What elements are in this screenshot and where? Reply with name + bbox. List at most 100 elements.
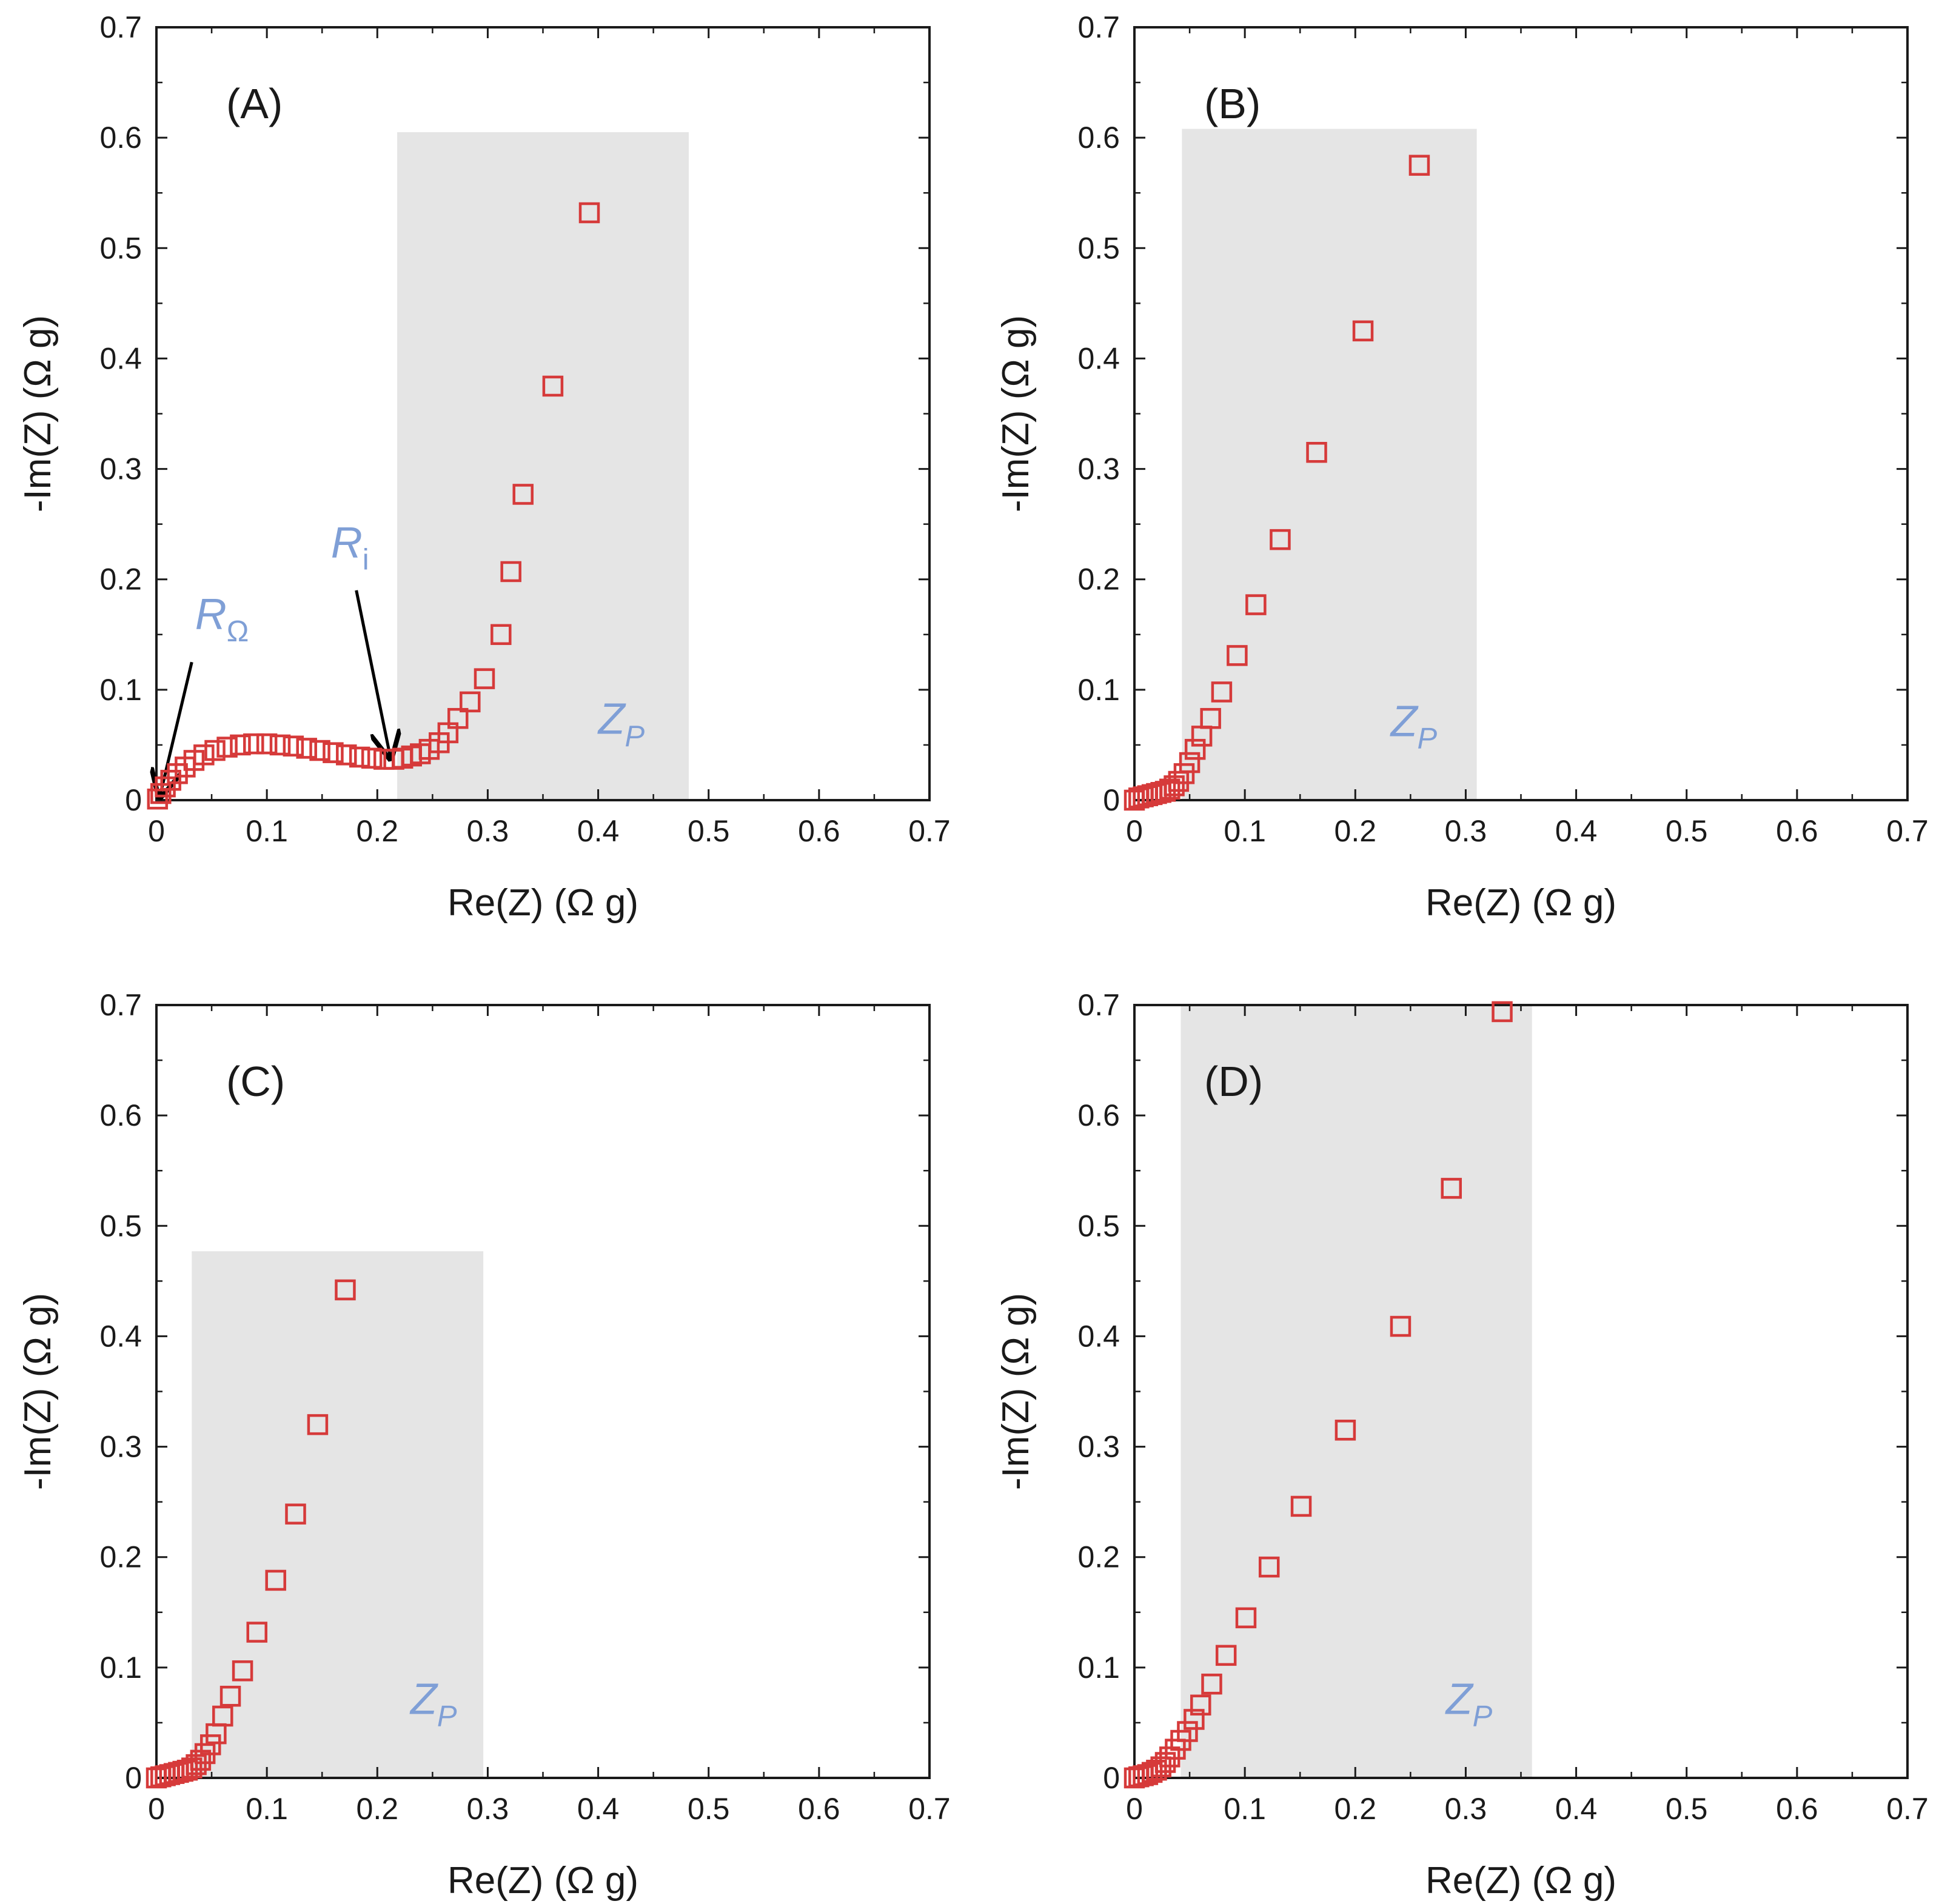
- data-point: [1335, 1420, 1356, 1441]
- data-point: [309, 740, 330, 761]
- x-tick-label: 0.3: [1445, 814, 1487, 848]
- y-axis-label: -Im(Z) (Ω g): [995, 1293, 1037, 1490]
- x-tick-label: 0: [148, 1792, 165, 1826]
- shaded-region: [1182, 129, 1477, 801]
- data-point: [1441, 1178, 1462, 1199]
- data-point: [1227, 645, 1248, 666]
- data-point: [1200, 707, 1221, 729]
- data-point: [1258, 1556, 1280, 1578]
- x-tick-label: 0.4: [577, 1792, 620, 1826]
- y-axis-label: -Im(Z) (Ω g): [17, 1293, 59, 1490]
- y-tick-label: 0.4: [99, 341, 142, 375]
- x-tick-label: 0.1: [1224, 814, 1266, 848]
- y-tick-label: 0: [1103, 1761, 1120, 1795]
- y-tick-label: 0.4: [1077, 341, 1120, 375]
- x-tick-label: 0.5: [1666, 814, 1708, 848]
- chart-panel: 00 0.1 0.1 0.2 0.2 0.3 0.3 0.4 0.4 0.5 0.5 0.6 0.6 0.…: [995, 10, 1929, 924]
- data-point: [512, 484, 534, 505]
- data-point: [232, 1660, 253, 1682]
- zp-label-main: Z: [1445, 1675, 1474, 1723]
- y-tick-label: 0.1: [1077, 1651, 1120, 1685]
- x-tick-label: 0.6: [1776, 1792, 1818, 1826]
- data-point: [1184, 1709, 1205, 1730]
- zp-label-sub: P: [437, 1700, 457, 1733]
- annotation-arrow: [355, 590, 390, 758]
- x-tick-label: 0.2: [357, 1792, 399, 1826]
- x-tick-label: 0.7: [908, 1792, 951, 1826]
- zp-label-sub: P: [625, 720, 645, 753]
- x-tick-label: 0: [1126, 814, 1143, 848]
- resistance-label-sub: Ω: [227, 615, 249, 648]
- data-point: [307, 1414, 329, 1435]
- data-point: [500, 561, 521, 583]
- data-point: [1352, 320, 1374, 342]
- y-tick-label: 0.6: [99, 1098, 142, 1132]
- data-point: [1390, 1315, 1412, 1337]
- zp-label: ZP: [409, 1675, 457, 1732]
- x-axis-label: Re(Z) (Ω g): [447, 1860, 638, 1902]
- data-point: [155, 776, 176, 798]
- data-point: [323, 742, 344, 763]
- panel-label: (B): [1204, 80, 1261, 127]
- data-point: [1290, 1495, 1312, 1517]
- data-point: [269, 734, 291, 756]
- data-point: [578, 202, 600, 224]
- data-point: [1177, 1721, 1198, 1742]
- x-tick-label: 0.4: [1555, 1792, 1598, 1826]
- data-point: [265, 1569, 286, 1591]
- x-tick-label: 0.2: [357, 814, 399, 848]
- x-tick-label: 0.6: [1776, 814, 1818, 848]
- x-tick-label: 0.3: [467, 814, 509, 848]
- data-point: [283, 735, 304, 757]
- chart-panel: 00 0.1 0.1 0.2 0.2 0.3 0.3 0.4 0.4 0.5 0.5 0.6 0.6 0.…: [17, 10, 951, 924]
- data-point: [491, 624, 512, 646]
- data-point: [1201, 1673, 1222, 1695]
- x-tick-label: 0.1: [246, 1792, 288, 1826]
- x-tick-label: 0.1: [1224, 1792, 1266, 1826]
- data-point: [542, 375, 564, 397]
- chart-panel: 00 0.1 0.1 0.2 0.2 0.3 0.3 0.4 0.4 0.5 0.5 0.6 0.6 0.…: [17, 988, 951, 1902]
- y-tick-label: 0.3: [99, 1430, 142, 1464]
- x-tick-label: 0.1: [246, 814, 288, 848]
- resistance-label-sub: i: [363, 543, 369, 576]
- y-tick-label: 0.5: [1077, 231, 1120, 265]
- data-point: [1408, 155, 1430, 176]
- panel-label: (A): [226, 80, 283, 127]
- data-point: [1179, 752, 1201, 773]
- x-tick-label: 0.5: [688, 1792, 730, 1826]
- y-tick-label: 0.6: [99, 121, 142, 155]
- data-point: [1270, 529, 1291, 550]
- y-tick-label: 0.2: [1077, 1540, 1120, 1574]
- x-tick-label: 0: [148, 814, 165, 848]
- y-tick-label: 0.7: [99, 988, 142, 1022]
- shaded-region: [1180, 1005, 1532, 1778]
- data-point: [212, 1705, 233, 1727]
- data-point: [216, 737, 238, 758]
- zp-label-main: Z: [597, 695, 626, 744]
- data-point: [219, 1685, 241, 1707]
- panel-label: (D): [1204, 1058, 1263, 1105]
- data-point: [447, 707, 469, 729]
- y-tick-label: 0.4: [99, 1319, 142, 1353]
- x-tick-label: 0.7: [1886, 1792, 1929, 1826]
- shaded-region: [192, 1251, 484, 1778]
- data-point: [193, 744, 215, 766]
- y-tick-label: 0.1: [1077, 673, 1120, 707]
- y-tick-label: 0.2: [99, 1540, 142, 1574]
- data-point: [336, 744, 357, 766]
- x-tick-label: 0.4: [577, 814, 620, 848]
- y-axis-label: -Im(Z) (Ω g): [17, 315, 59, 512]
- data-point: [460, 691, 481, 713]
- y-tick-label: 0.3: [99, 452, 142, 486]
- y-tick-label: 0.7: [99, 10, 142, 44]
- data-point: [349, 746, 370, 768]
- data-point: [1211, 681, 1233, 703]
- y-tick-label: 0: [125, 1761, 142, 1795]
- x-tick-label: 0.6: [798, 814, 840, 848]
- resistance-label: RΩ: [195, 590, 249, 648]
- x-tick-label: 0.3: [467, 1792, 509, 1826]
- data-point: [160, 769, 181, 791]
- data-point: [296, 738, 317, 759]
- data-point: [256, 733, 278, 755]
